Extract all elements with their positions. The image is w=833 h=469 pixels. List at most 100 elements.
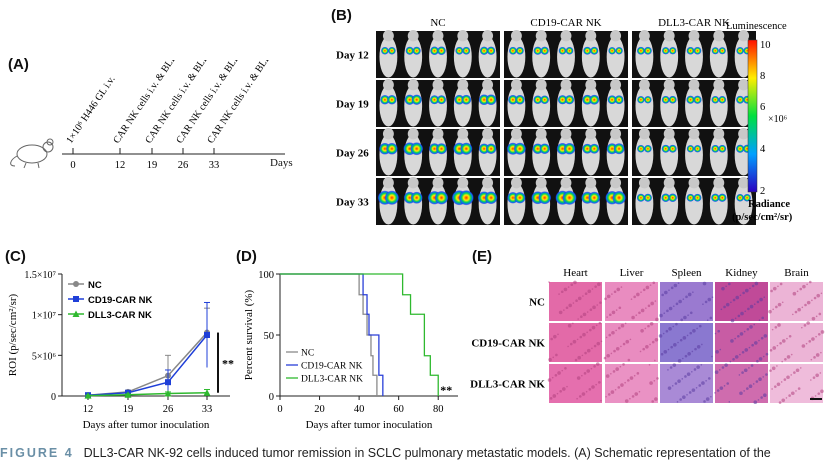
- bli-signal: [380, 46, 389, 55]
- bli-image-cell: [376, 128, 500, 176]
- bli-signal: [514, 191, 526, 204]
- panel-d-letter: (D): [236, 248, 257, 265]
- bli-image-cell: [632, 30, 756, 78]
- bli-signal: [436, 95, 447, 105]
- bli-signal: [513, 142, 527, 155]
- x-axis-label: Days after tumor inoculation: [306, 419, 433, 431]
- mouse-image: [532, 36, 551, 78]
- bli-signal: [462, 46, 471, 55]
- bli-signal: [429, 95, 440, 105]
- bli-signal: [711, 144, 720, 153]
- mouse-image: [660, 183, 679, 225]
- bli-image-cell: [504, 30, 628, 78]
- histology-group-label: NC: [529, 297, 545, 309]
- mouse-image: [453, 85, 472, 127]
- mouse-image: [660, 36, 679, 78]
- mouse-image: [379, 36, 398, 78]
- mouse-image: [635, 183, 654, 225]
- bli-signal: [636, 144, 645, 153]
- significance-label: **: [440, 383, 452, 397]
- colorbar-tick: 4: [760, 144, 766, 155]
- bli-image-cell: [504, 79, 628, 127]
- roi-line-chart: 0 5×10⁶ 1×10⁷ 1.5×10⁷ 12 19 26 33 Days after tum…: [7, 270, 234, 431]
- bli-signal: [693, 46, 702, 55]
- bli-signal: [588, 191, 601, 204]
- bli-image-cell: [376, 30, 500, 78]
- legend-label: NC: [301, 349, 314, 359]
- colorbar-tick: 6: [760, 102, 765, 113]
- timeline-day-label: 0: [70, 160, 75, 171]
- bli-signal: [711, 47, 720, 55]
- bli-signal: [564, 94, 575, 105]
- panel-c-letter: (C): [5, 248, 26, 265]
- tissue-label: Liver: [620, 267, 644, 279]
- bli-signal: [461, 94, 472, 105]
- y-tick-label: 0: [51, 392, 56, 403]
- mouse-image: [635, 36, 654, 78]
- bli-signal: [661, 193, 671, 203]
- bli-signal: [411, 94, 423, 106]
- tissue-label: Kidney: [725, 267, 758, 279]
- mouse-image: [606, 134, 625, 176]
- series-line: [87, 391, 208, 397]
- bli-signal: [387, 46, 396, 55]
- timeline-event-label: 1×10⁶ H446 GL i.v.: [64, 74, 117, 146]
- bli-signal: [668, 193, 678, 203]
- mouse-image: [709, 183, 728, 225]
- data-point: [165, 379, 171, 386]
- series-line: [87, 332, 208, 396]
- luminescence-colorbar: [747, 39, 758, 193]
- bli-signal: [458, 190, 474, 206]
- bli-signal: [558, 46, 567, 55]
- figure-label: FIGURE 4: [0, 446, 74, 460]
- mouse-image: [478, 134, 497, 176]
- bli-signal: [515, 46, 524, 55]
- bli-signal: [743, 193, 752, 202]
- x-tick-label: 60: [393, 404, 404, 415]
- mouse-image: [507, 36, 526, 78]
- panel-a-letter: (A): [8, 56, 29, 73]
- colorbar-tick: 10: [760, 40, 771, 51]
- bli-signal: [614, 95, 624, 105]
- mouse-image: [507, 85, 526, 127]
- data-point: [84, 392, 92, 399]
- bli-signal: [583, 46, 592, 55]
- bli-signal: [608, 46, 616, 55]
- bli-row-label: Day 19: [336, 99, 369, 111]
- bli-signal: [405, 46, 414, 55]
- histology-image: [659, 281, 714, 322]
- mouse-image: [660, 134, 679, 176]
- bli-signal: [384, 190, 400, 206]
- tissue-label: Heart: [563, 267, 587, 279]
- bli-signal: [485, 94, 497, 106]
- bli-signal: [718, 144, 727, 153]
- mouse-image: [507, 134, 526, 176]
- bli-signal: [607, 95, 617, 105]
- bli-signal: [486, 46, 496, 56]
- mouse-image: [453, 36, 472, 78]
- bli-signal: [380, 94, 390, 105]
- histology-image: [714, 363, 768, 405]
- mouse-image: [507, 183, 526, 225]
- mouse-image: [478, 85, 497, 127]
- colorbar-tick: 8: [760, 71, 765, 82]
- bli-signal: [539, 143, 551, 155]
- bli-signal: [686, 144, 695, 153]
- legend-label: DLL3-CAR NK: [301, 375, 363, 385]
- bli-image-cell: [504, 128, 628, 176]
- bli-signal: [430, 46, 439, 56]
- bli-signal: [484, 191, 498, 205]
- bli-signal: [718, 47, 727, 55]
- mouse-image: [379, 134, 398, 176]
- bli-signal: [736, 46, 744, 55]
- mouse-image: [685, 85, 703, 127]
- histology-image: [548, 321, 603, 362]
- bli-signal: [533, 95, 543, 105]
- bli-signal: [387, 94, 397, 105]
- mouse-image: [685, 134, 703, 176]
- bli-signal: [643, 193, 653, 202]
- bli-signal: [557, 94, 568, 105]
- histology-image: [768, 280, 823, 321]
- bli-signal: [590, 46, 599, 55]
- mouse-image: [709, 134, 728, 176]
